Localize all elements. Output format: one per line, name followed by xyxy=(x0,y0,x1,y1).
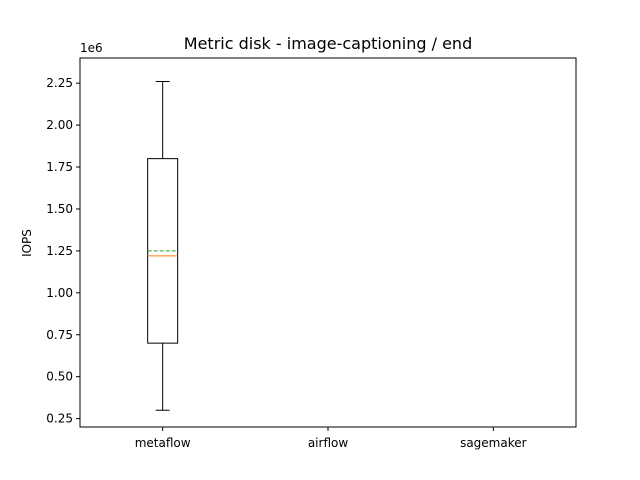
y-tick-label: 1.25 xyxy=(46,244,73,258)
y-tick-label: 1.50 xyxy=(46,202,73,216)
y-tick-label: 2.25 xyxy=(46,76,73,90)
plot-area: 0.25 0.50 0.75 1.00 1.25 1.50 1.75 2.00 2.25 meta… xyxy=(46,76,526,450)
y-axis-label: IOPS xyxy=(20,229,34,257)
y-tick-label: 0.25 xyxy=(46,412,73,426)
x-tick-label: metaflow xyxy=(135,436,191,450)
x-tick-label: airflow xyxy=(308,436,349,450)
y-offset-label: 1e6 xyxy=(80,41,103,55)
y-tick-label: 0.50 xyxy=(46,370,73,384)
y-tick-label: 0.75 xyxy=(46,328,73,342)
y-tick-label: 1.00 xyxy=(46,286,73,300)
y-tick-label: 2.00 xyxy=(46,118,73,132)
chart-title: Metric disk - image-captioning / end xyxy=(184,34,472,53)
y-tick-label: 1.75 xyxy=(46,160,73,174)
x-tick-label: sagemaker xyxy=(460,436,527,450)
plot-frame xyxy=(79,57,577,428)
